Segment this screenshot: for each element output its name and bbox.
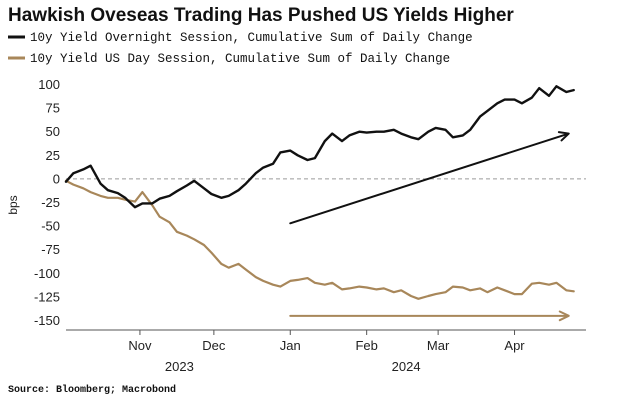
x-tick-label: Jan — [280, 338, 301, 353]
trend-arrow-shaft — [289, 133, 568, 225]
legend-label-overnight: 10y Yield Overnight Session, Cumulative … — [30, 31, 473, 45]
x-year-label: 2024 — [392, 359, 421, 374]
x-tick-label: Feb — [355, 338, 377, 353]
x-tick-label: Apr — [504, 338, 525, 353]
y-tick-label: 75 — [46, 101, 60, 116]
trend-arrow-head — [558, 310, 570, 322]
series-line-overnight — [64, 85, 575, 209]
y-axis-label: bps — [6, 195, 20, 214]
x-tick-label: Dec — [202, 338, 226, 353]
legend: 10y Yield Overnight Session, Cumulative … — [8, 31, 473, 66]
y-tick-label: -125 — [34, 289, 60, 304]
y-tick-label: 100 — [38, 77, 60, 92]
y-tick-label: -150 — [34, 313, 60, 328]
y-tick-label: -100 — [34, 266, 60, 281]
x-year-label: 2023 — [165, 359, 194, 374]
y-tick-label: 25 — [46, 148, 60, 163]
trend-arrows — [289, 131, 570, 322]
x-tick-label: Nov — [128, 338, 152, 353]
x-tick-label: Mar — [427, 338, 450, 353]
source-note: Source: Bloomberg; Macrobond — [8, 384, 176, 396]
series-line-day — [64, 179, 575, 300]
chart-title: Hawkish Oveseas Trading Has Pushed US Yi… — [8, 5, 514, 26]
y-tick-label: -75 — [41, 242, 60, 257]
y-tick-label: -50 — [41, 219, 60, 234]
series-lines — [64, 85, 575, 300]
y-tick-label: -25 — [41, 195, 60, 210]
y-tick-label: 0 — [53, 171, 60, 186]
legend-label-day: 10y Yield US Day Session, Cumulative Sum… — [30, 52, 450, 66]
y-tick-label: 50 — [46, 124, 60, 139]
x-axis: Nov Dec Jan Feb Mar Apr 2023 2024 — [66, 329, 586, 374]
y-axis-ticks: 100 75 50 25 0 -25 -50 -75 -100 -125 -150 — [34, 77, 60, 328]
trend-arrow-head — [557, 131, 570, 142]
